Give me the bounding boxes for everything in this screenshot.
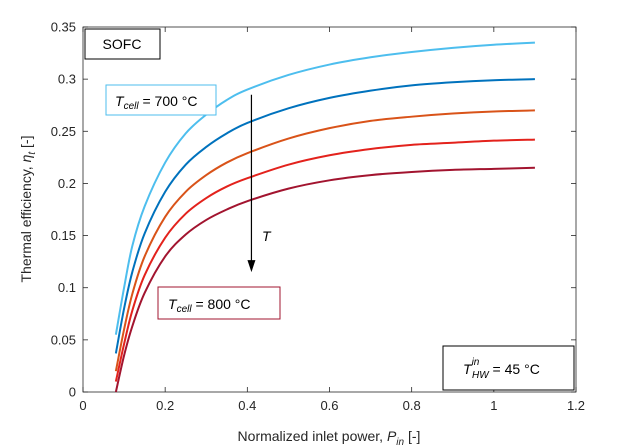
thw-var: T xyxy=(463,361,473,377)
y-tick-label: 0 xyxy=(69,385,76,400)
series-line-3 xyxy=(114,109,535,372)
t800-box xyxy=(157,286,281,320)
x-axis-label-unit: [-] xyxy=(404,428,420,444)
y-tick-label: 0.1 xyxy=(58,280,76,295)
y-axis-label-sub: t xyxy=(27,151,38,155)
series-line-5 xyxy=(114,166,535,393)
x-axis-label-sub: in xyxy=(396,437,404,448)
x-tick-label: 0.8 xyxy=(403,398,421,413)
y-tick-label: 0.35 xyxy=(51,20,76,35)
x-axis-label-text: Normalized inlet power, xyxy=(238,428,387,444)
thw-value: = 45 °C xyxy=(489,361,540,377)
y-tick-label: 0.2 xyxy=(58,176,76,191)
thw-box xyxy=(442,345,575,391)
plot-area xyxy=(82,26,577,393)
t800-var: T xyxy=(168,296,178,312)
arrow-head xyxy=(247,260,256,273)
y-axis-label-unit: [-] xyxy=(18,136,34,152)
x-tick-label: 0.4 xyxy=(238,398,256,413)
t700-value: = 700 °C xyxy=(139,93,198,109)
series-line-1 xyxy=(114,41,535,335)
series-group xyxy=(114,41,535,393)
thw-sup: in xyxy=(472,357,480,368)
t700-annotation: Tcell = 700 °C xyxy=(105,84,217,116)
y-axis-label-var: η xyxy=(18,154,34,162)
sofc-box xyxy=(84,28,161,60)
t700-sub: cell xyxy=(124,101,140,112)
sofc-annotation: SOFC xyxy=(84,28,161,60)
series-line-4 xyxy=(114,138,535,382)
t700-text: Tcell = 700 °C xyxy=(115,93,198,112)
t800-annotation: Tcell = 800 °C xyxy=(157,286,281,320)
x-tick-label: 0 xyxy=(79,398,86,413)
sofc-label: SOFC xyxy=(103,36,142,52)
x-tick-label: 0.6 xyxy=(320,398,338,413)
t800-text: Tcell = 800 °C xyxy=(168,296,251,315)
series-line-2 xyxy=(114,78,535,354)
t700-box xyxy=(105,84,217,116)
x-tick-label: 1 xyxy=(490,398,497,413)
t800-value: = 800 °C xyxy=(192,296,251,312)
y-tick-label: 0.05 xyxy=(51,332,76,347)
thw-text: Tin HW = 45 °C xyxy=(463,357,540,381)
t700-var: T xyxy=(115,93,125,109)
x-tick-label: 1.2 xyxy=(567,398,585,413)
arrow-label: T xyxy=(262,228,272,244)
thw-sub: HW xyxy=(472,370,490,381)
t800-sub: cell xyxy=(177,304,193,315)
x-tick-label: 0.2 xyxy=(156,398,174,413)
thw-annotation: Tin HW = 45 °C xyxy=(442,345,575,391)
y-axis-label-text: Thermal efficiency, xyxy=(18,162,34,282)
temperature-arrow xyxy=(247,94,256,273)
x-axis-label-var: P xyxy=(387,428,397,444)
y-tick-label: 0.3 xyxy=(58,72,76,87)
x-axis-label: Normalized inlet power, Pin [-] xyxy=(238,428,421,448)
y-tick-label: 0.25 xyxy=(51,124,76,139)
ticks: 0 0.2 0.4 0.6 0.8 1 1.2 0 0.05 0.1 0.15 0.2 0.25 0.3 0… xyxy=(51,20,585,414)
y-tick-label: 0.15 xyxy=(51,228,76,243)
y-axis-label: Thermal efficiency, ηt [-] xyxy=(18,136,38,283)
